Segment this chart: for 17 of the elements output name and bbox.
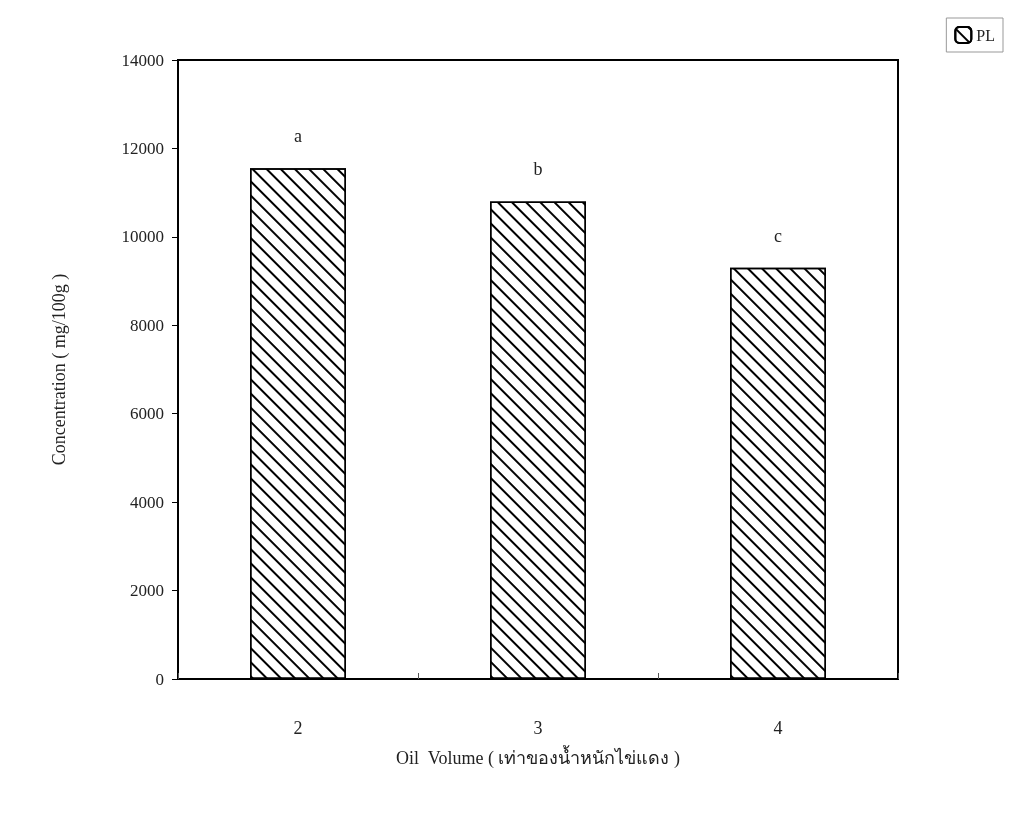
- y-tick-label: 2000: [130, 581, 164, 601]
- y-axis-title: Concentration ( mg/100g ): [49, 273, 70, 466]
- x-tick-label: 3: [533, 718, 543, 738]
- x-axis-title: Oil Volume ( เท่าของน้ำหนักไข่แดง ): [396, 745, 680, 769]
- y-tick-label: 10000: [121, 227, 164, 247]
- annotation: b: [533, 159, 543, 180]
- y-tick-label: 12000: [121, 138, 164, 158]
- annotation: c: [774, 225, 782, 246]
- y-tick-label: 6000: [130, 404, 164, 424]
- x-tick-label: 2: [293, 718, 303, 738]
- y-tick-label: 0: [155, 669, 164, 689]
- legend-label: PL: [976, 26, 995, 44]
- y-tick-label: 14000: [121, 50, 164, 70]
- annotation: a: [294, 126, 302, 147]
- y-tick-label: 4000: [130, 492, 164, 512]
- y-tick-label: 8000: [130, 315, 164, 335]
- x-tick-label: 4: [773, 718, 783, 738]
